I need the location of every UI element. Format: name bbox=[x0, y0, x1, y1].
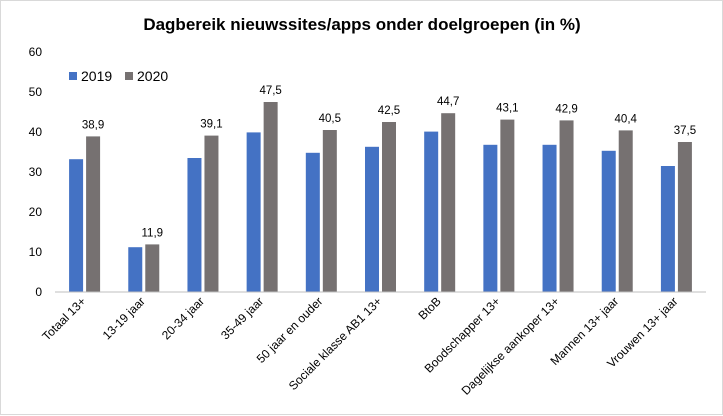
bar-2020-8 bbox=[559, 120, 574, 293]
bar-2020-7 bbox=[500, 119, 515, 292]
bar-2019-2 bbox=[187, 158, 202, 292]
bar-2020-5 bbox=[382, 122, 396, 292]
x-tick-label: Dagelijkse aankoper 13+ bbox=[459, 294, 563, 398]
data-label-2020-7: 43,1 bbox=[496, 103, 518, 115]
bar-2020-2 bbox=[204, 135, 219, 292]
data-label-2020-5: 42,5 bbox=[378, 105, 400, 117]
x-tick-label: 35-49 jaar bbox=[218, 294, 266, 342]
bar-2019-5 bbox=[365, 146, 379, 292]
data-label-2020-1: 11,9 bbox=[142, 227, 164, 239]
bar-2019-9 bbox=[601, 150, 616, 292]
legend-swatch-2019 bbox=[69, 72, 77, 80]
bar-2020-9 bbox=[618, 130, 633, 292]
bar-2020-10 bbox=[677, 142, 692, 292]
bar-2020-4 bbox=[322, 130, 337, 292]
x-tick-label: 13-19 jaar bbox=[100, 294, 148, 342]
y-tick-label: 40 bbox=[29, 125, 43, 139]
bar-2019-7 bbox=[483, 144, 498, 292]
y-tick-label: 50 bbox=[29, 85, 43, 99]
legend-label-2019: 2019 bbox=[81, 68, 112, 84]
bar-2019-0 bbox=[69, 159, 84, 292]
bar-2019-4 bbox=[305, 152, 320, 292]
legend-swatch-2020 bbox=[125, 72, 133, 80]
data-label-2020-10: 37,5 bbox=[674, 125, 696, 137]
y-tick-label: 0 bbox=[35, 285, 42, 299]
data-label-2020-6: 44,7 bbox=[437, 96, 459, 108]
bar-2020-6 bbox=[441, 113, 456, 292]
bar-2020-0 bbox=[86, 136, 101, 292]
bars bbox=[69, 102, 692, 293]
bar-2020-3 bbox=[263, 102, 278, 292]
bar-2020-1 bbox=[145, 244, 160, 292]
legend-label-2020: 2020 bbox=[137, 68, 168, 84]
data-label-2020-8: 42,9 bbox=[555, 103, 577, 115]
x-tick-label: BtoB bbox=[416, 294, 444, 322]
x-tick-label: Totaal 13+ bbox=[39, 294, 88, 343]
y-axis: 0 10 20 30 40 50 60 bbox=[29, 45, 43, 299]
bar-2019-3 bbox=[246, 132, 261, 292]
chart-title: Dagbereik nieuwssites/apps onder doelgro… bbox=[143, 15, 580, 34]
data-label-2020-0: 38,9 bbox=[82, 119, 104, 131]
x-tick-label: 20-34 jaar bbox=[159, 294, 207, 342]
data-label-2020-9: 40,4 bbox=[615, 113, 638, 125]
legend: 2019 2020 bbox=[69, 68, 168, 84]
bar-2019-6 bbox=[424, 131, 439, 292]
y-tick-label: 10 bbox=[29, 245, 43, 259]
y-tick-label: 60 bbox=[29, 45, 43, 59]
data-label-2020-2: 39,1 bbox=[200, 119, 222, 131]
bar-2019-10 bbox=[660, 166, 675, 292]
y-tick-label: 20 bbox=[29, 205, 43, 219]
bar-2019-1 bbox=[128, 247, 143, 292]
y-tick-label: 30 bbox=[29, 165, 43, 179]
data-labels: 38,9 11,9 39,1 47,5 40,5 42,5 44,7 43,1 42,9 40,4… bbox=[82, 85, 696, 239]
bar-2019-8 bbox=[542, 144, 557, 292]
data-label-2020-4: 40,5 bbox=[319, 113, 341, 125]
x-axis: Totaal 13+ 13-19 jaar 20-34 jaar 35-49 jaar… bbox=[39, 294, 680, 398]
data-label-2020-3: 47,5 bbox=[259, 85, 281, 97]
